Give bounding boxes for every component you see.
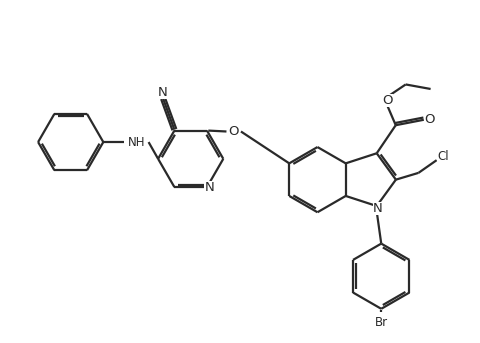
Text: Br: Br: [374, 316, 387, 329]
Text: O: O: [228, 125, 238, 138]
Text: O: O: [423, 113, 433, 126]
Text: NH: NH: [127, 135, 145, 149]
Text: N: N: [204, 181, 214, 194]
Text: N: N: [158, 86, 168, 98]
Text: O: O: [382, 94, 392, 107]
Text: Cl: Cl: [437, 150, 448, 163]
Text: N: N: [372, 202, 382, 215]
